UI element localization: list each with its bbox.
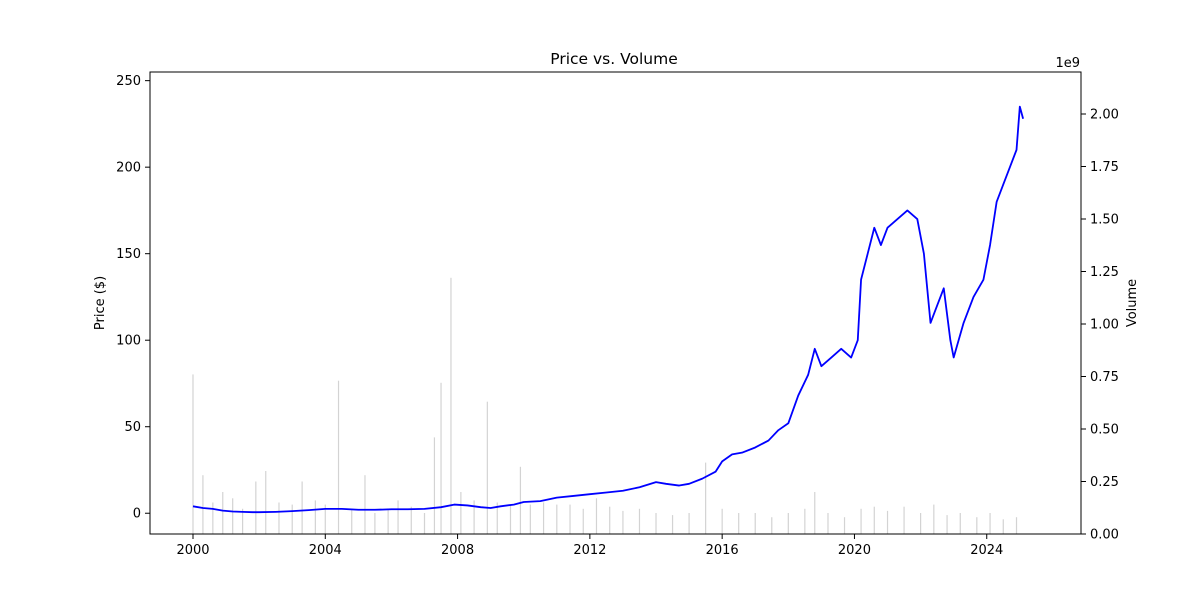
y-tick-label: 50 [124, 420, 141, 435]
y2-tick-label: 0.75 [1090, 370, 1119, 385]
price-line-group [192, 105, 1024, 514]
y2-tick-label: 0.25 [1090, 475, 1119, 490]
volume-bar [843, 517, 846, 534]
volume-bar [433, 437, 436, 534]
volume-bar [337, 380, 340, 534]
y2-tick-label: 1.50 [1090, 213, 1119, 228]
volume-bar [509, 504, 512, 534]
volume-bar [301, 481, 303, 534]
y-axis-left: 0 50 100 150 200 250 [116, 74, 150, 522]
volume-bar [705, 462, 707, 534]
x-tick-label: 2020 [838, 543, 871, 558]
volume-bar [933, 504, 935, 534]
volume-bar [212, 502, 214, 534]
volume-bar [542, 502, 545, 534]
y-axis-label: Price ($) [93, 276, 108, 330]
y-tick-label: 0 [133, 507, 141, 522]
volume-bar [609, 506, 611, 534]
volume-bar [324, 504, 326, 534]
volume-bar [920, 513, 922, 534]
volume-bar [291, 504, 293, 534]
volume-bar [314, 500, 316, 534]
volume-bar [946, 515, 948, 534]
x-axis: 2000 2004 2008 2012 2016 2020 2024 [176, 534, 1003, 558]
volume-bar [1002, 519, 1004, 534]
volume-bar [903, 506, 905, 534]
y2-tick-label: 1.75 [1090, 160, 1119, 175]
volume-bar [655, 513, 657, 534]
y2-tick-label: 0.00 [1090, 528, 1119, 543]
y-tick-label: 150 [116, 247, 141, 262]
volume-bar [397, 500, 399, 534]
y-tick-label: 100 [116, 334, 141, 349]
x-tick-label: 2016 [706, 543, 739, 558]
volume-bar [242, 508, 244, 534]
volume-bar [976, 517, 978, 534]
y2-offset-label: 1e9 [1055, 56, 1080, 71]
volume-bar [771, 517, 773, 534]
volume-bar [1015, 517, 1018, 534]
volume-bar [671, 515, 674, 534]
volume-bar [787, 513, 789, 534]
x-tick-label: 2004 [309, 543, 342, 558]
x-tick-label: 2000 [176, 543, 209, 558]
volume-bar [232, 498, 234, 534]
volume-bars [192, 277, 1018, 534]
volume-bar [622, 510, 624, 534]
volume-bar [351, 508, 353, 534]
volume-bar [688, 513, 690, 534]
volume-bar [255, 481, 257, 534]
volume-bar [569, 504, 571, 534]
y2-tick-label: 0.50 [1090, 423, 1119, 438]
volume-bar [486, 401, 488, 534]
volume-bar [192, 374, 194, 534]
volume-bar [989, 513, 991, 534]
plot-frame [149, 71, 1082, 535]
x-tick-label: 2024 [970, 543, 1003, 558]
y-axis-right: 0.00 0.25 0.50 0.75 1.00 1.25 1.50 1.75 2.00 [1081, 108, 1119, 543]
volume-bar [278, 502, 280, 534]
volume-bar [496, 502, 498, 534]
volume-bar [804, 508, 806, 534]
y2-tick-label: 1.00 [1090, 318, 1119, 333]
volume-bar [556, 504, 558, 534]
volume-bar [364, 475, 366, 534]
volume-bar [473, 500, 475, 534]
volume-bar [410, 506, 412, 534]
volume-bar [202, 475, 204, 534]
volume-bar [814, 492, 816, 534]
chart-title: Price vs. Volume [550, 50, 678, 68]
volume-bar [460, 492, 462, 534]
volume-bar [374, 513, 376, 534]
volume-bar [387, 508, 389, 534]
volume-bar [440, 382, 442, 534]
volume-bar [595, 498, 598, 534]
volume-bar [222, 492, 224, 534]
y2-axis-label: Volume [1125, 279, 1140, 327]
volume-bar [738, 513, 740, 534]
volume-bar [450, 277, 452, 534]
y-tick-label: 250 [116, 74, 141, 89]
x-tick-label: 2008 [441, 543, 474, 558]
volume-bar [827, 513, 829, 534]
y-tick-label: 200 [116, 161, 141, 176]
volume-bar [873, 506, 875, 534]
volume-bar [754, 513, 756, 534]
volume-bar [959, 513, 961, 534]
volume-bar [423, 513, 426, 534]
volume-bar [529, 504, 531, 534]
price-line [192, 105, 1024, 514]
volume-bar [638, 508, 641, 534]
y2-tick-label: 1.25 [1090, 265, 1119, 280]
volume-bar [886, 510, 889, 534]
volume-bar [519, 466, 522, 534]
volume-bar [860, 508, 862, 534]
volume-bar [265, 471, 267, 534]
volume-bar [721, 508, 723, 534]
y2-tick-label: 2.00 [1090, 108, 1119, 123]
volume-bar [582, 508, 584, 534]
x-tick-label: 2012 [573, 543, 606, 558]
